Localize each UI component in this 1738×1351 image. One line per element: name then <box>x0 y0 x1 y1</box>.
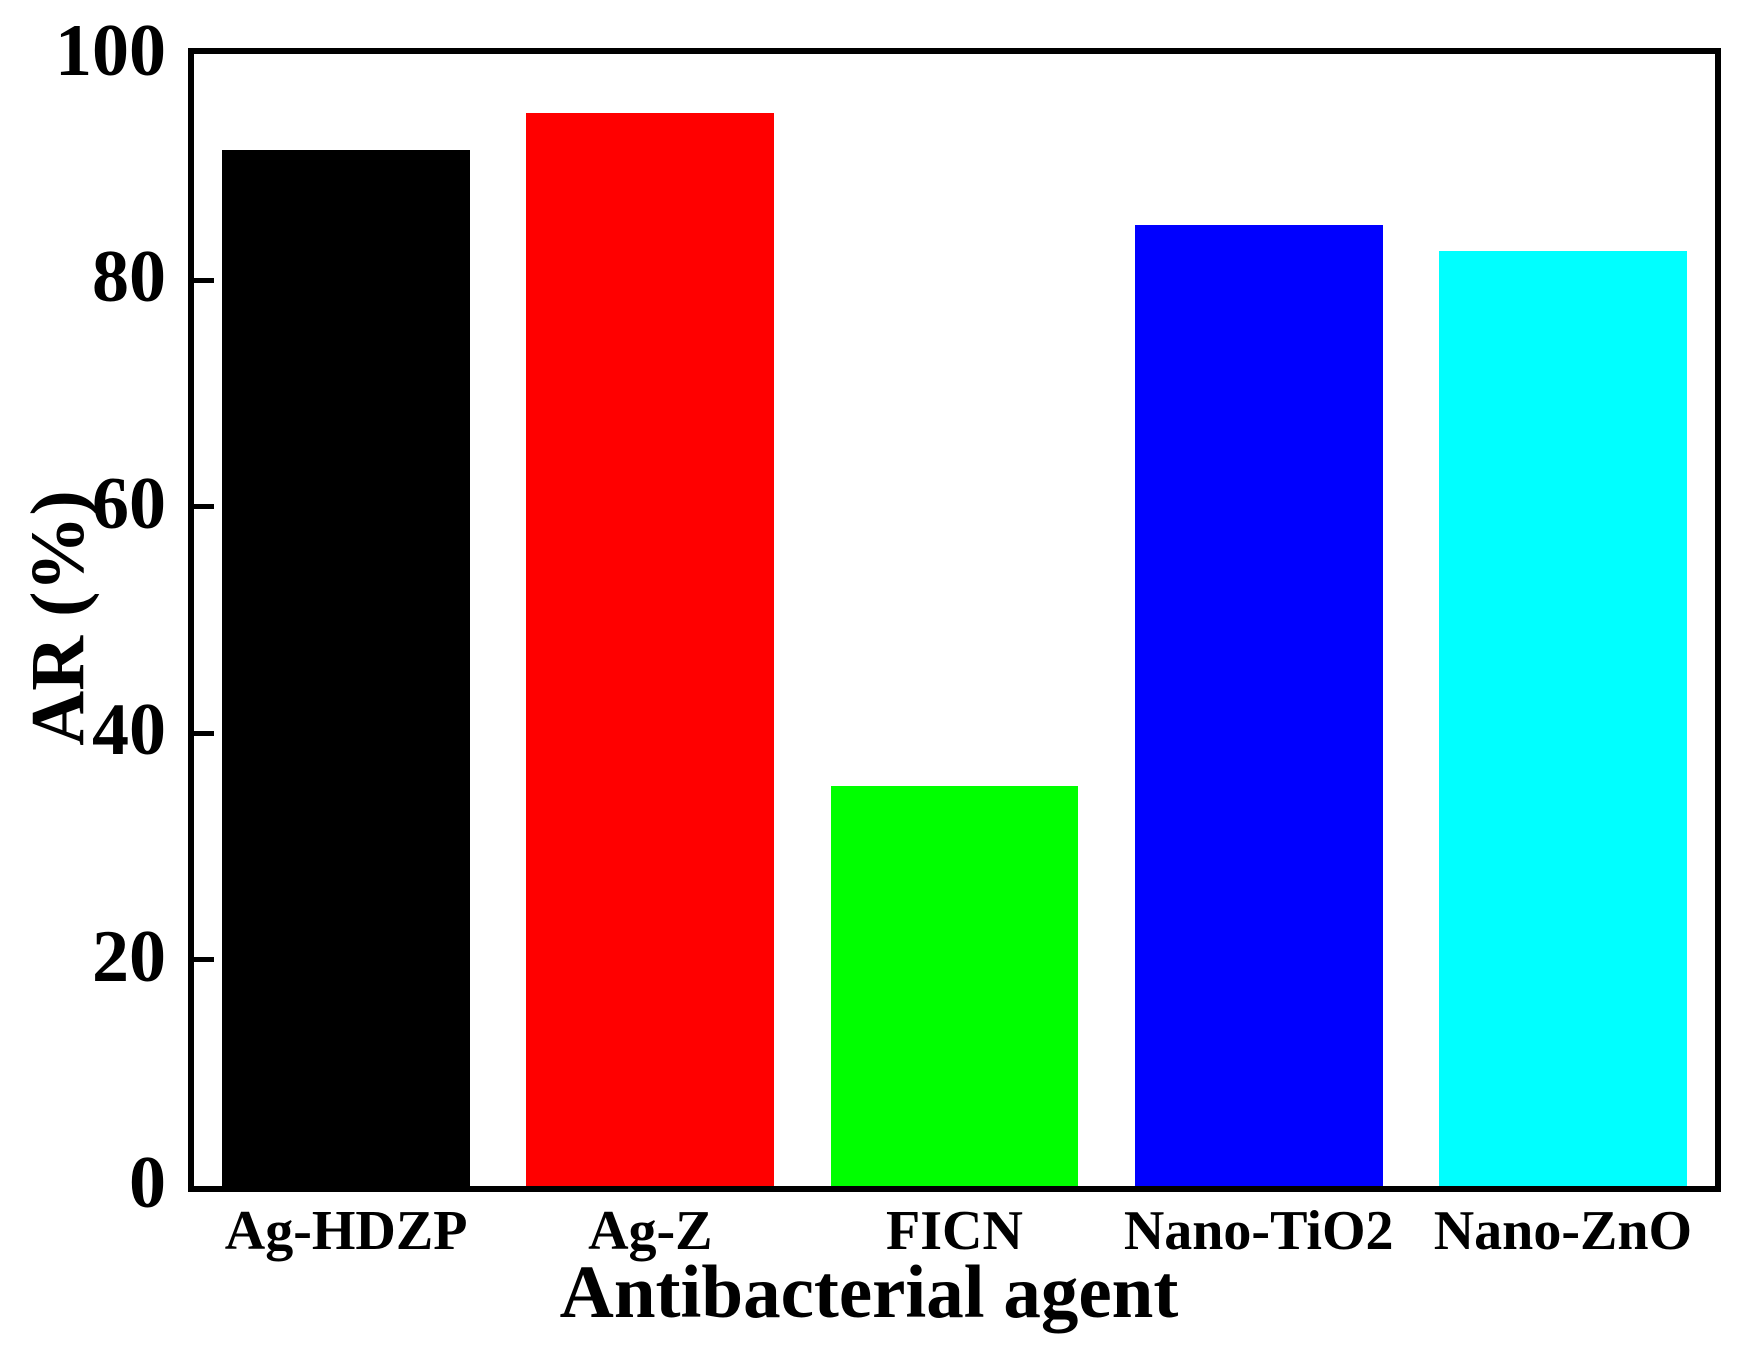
y-axis-tick-labels: 0 20 40 60 80 100 <box>0 0 166 1351</box>
bar-Ag-Z <box>526 112 775 1186</box>
y-tick-label: 0 <box>129 1142 166 1225</box>
x-axis-title: Antibacterial agent <box>559 1251 1179 1334</box>
plot-area <box>188 48 1721 1192</box>
y-tick-label: 80 <box>92 236 166 319</box>
x-tick-label-Ag-HDZP: Ag-HDZP <box>224 1200 468 1262</box>
y-tick-label: 100 <box>55 10 166 93</box>
y-tick-label: 60 <box>92 462 166 545</box>
y-axis-tick <box>194 277 214 283</box>
x-tick-label-FICN: FICN <box>886 1200 1023 1262</box>
y-axis-tick <box>194 957 214 963</box>
y-axis-tick <box>194 504 214 510</box>
y-tick-label: 40 <box>92 689 166 772</box>
bar-Nano-ZnO <box>1438 250 1687 1186</box>
bar-FICN <box>830 786 1079 1186</box>
x-tick-label-Nano-TiO2: Nano-TiO2 <box>1123 1200 1394 1262</box>
x-tick-label-Ag-Z: Ag-Z <box>588 1200 713 1262</box>
bar-Nano-TiO2 <box>1134 224 1383 1186</box>
y-tick-label: 20 <box>92 915 166 998</box>
y-axis-tick <box>194 730 214 736</box>
x-axis-tick-labels: Ag-HDZP Ag-Z FICN Nano-TiO2 Nano-ZnO <box>194 1203 1715 1273</box>
x-tick-label-Nano-ZnO: Nano-ZnO <box>1433 1200 1693 1262</box>
bar-Ag-HDZP <box>222 150 471 1186</box>
